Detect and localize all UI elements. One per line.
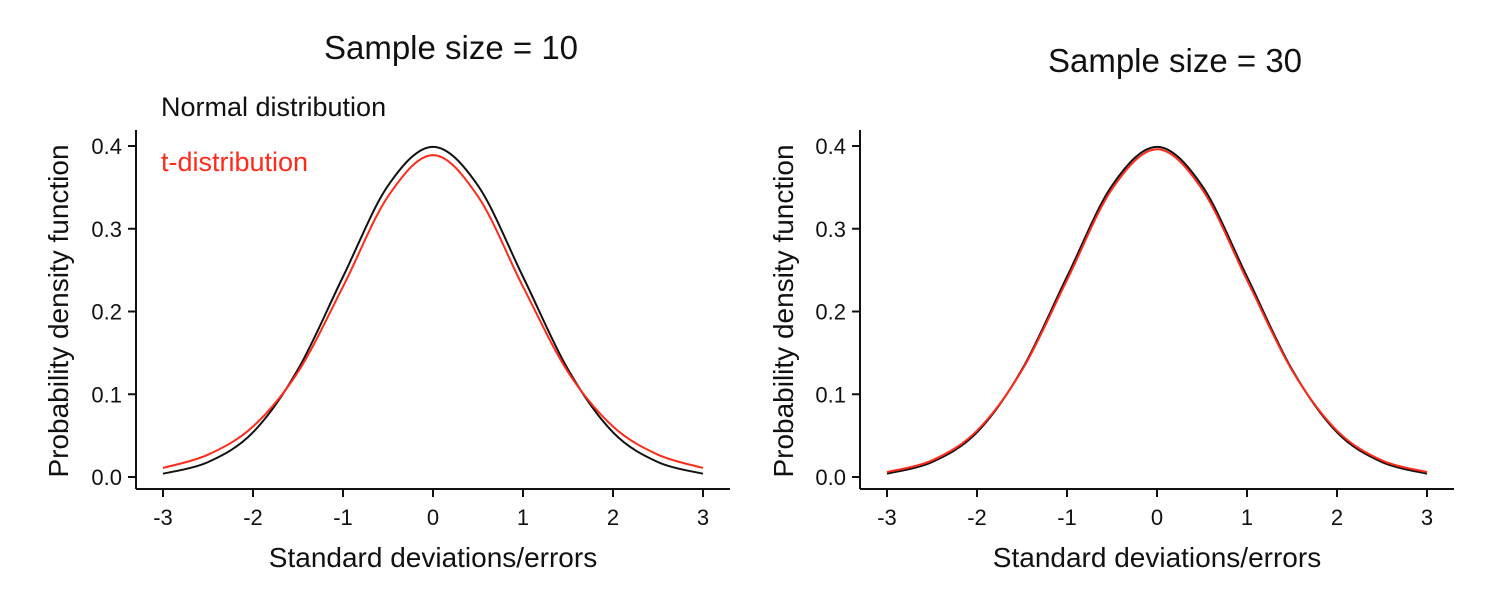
normal-distribution-line (886, 145, 1428, 475)
y-tick-label: 0.0 (815, 465, 846, 490)
y-tick-label: 0.4 (91, 134, 122, 159)
x-tick-label: -3 (877, 505, 897, 530)
t-distribution-line (886, 148, 1428, 474)
legend-t-distribution: t-distribution (161, 147, 308, 177)
x-axis-label: Standard deviations/errors (993, 542, 1321, 573)
y-tick-label: 0.0 (91, 465, 122, 490)
x-tick-label: -1 (1057, 505, 1077, 530)
t-distribution-line (162, 154, 704, 469)
chart-panel-2: Sample size = 30 -3 -2 -1 0 1 2 3 0.0 0.1 0.2 0.3 0.… (768, 42, 1454, 573)
chart-title: Sample size = 30 (1048, 42, 1302, 79)
y-axis-label: Probability density function (768, 144, 799, 477)
y-tick-label: 0.2 (91, 300, 122, 325)
y-tick-label: 0.4 (815, 134, 846, 159)
x-tick-label: -2 (967, 505, 987, 530)
y-tick-label: 0.1 (815, 382, 846, 407)
x-tick-label: -3 (153, 505, 173, 530)
y-tick-label: 0.3 (815, 217, 846, 242)
x-tick-label: -1 (333, 505, 353, 530)
y-axis-label: Probability density function (43, 144, 74, 477)
x-tick-label: 1 (517, 505, 529, 530)
normal-distribution-line (162, 145, 704, 475)
x-tick-label: 0 (1151, 505, 1163, 530)
x-tick-label: 2 (1331, 505, 1343, 530)
x-tick-label: 3 (697, 505, 709, 530)
chart-title: Sample size = 10 (324, 29, 578, 66)
x-tick-label: 2 (607, 505, 619, 530)
x-tick-label: 3 (1421, 505, 1433, 530)
chart-panel-1: Sample size = 10 -3 -2 -1 0 1 2 3 0.0 0.1 0.2 0.3 0.… (43, 29, 730, 573)
legend-normal-distribution: Normal distribution (161, 92, 386, 122)
x-tick-label: 0 (427, 505, 439, 530)
y-tick-label: 0.2 (815, 300, 846, 325)
x-tick-label: -2 (243, 505, 263, 530)
x-axis-label: Standard deviations/errors (269, 542, 597, 573)
y-tick-label: 0.3 (91, 217, 122, 242)
x-tick-label: 1 (1241, 505, 1253, 530)
y-tick-label: 0.1 (91, 382, 122, 407)
